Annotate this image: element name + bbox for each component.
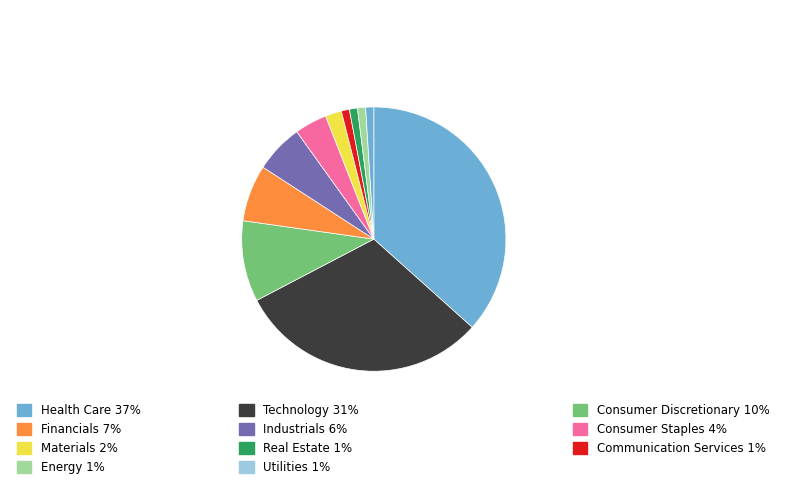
Text: Health Care is the Most Active Sector in the Last 12 Months: Health Care is the Most Active Sector in… bbox=[65, 28, 722, 46]
Wedge shape bbox=[349, 108, 374, 239]
Wedge shape bbox=[357, 107, 374, 239]
Wedge shape bbox=[257, 239, 472, 371]
Legend: Consumer Discretionary 10%, Consumer Staples 4%, Communication Services 1%: Consumer Discretionary 10%, Consumer Sta… bbox=[570, 400, 773, 458]
Wedge shape bbox=[242, 221, 374, 300]
Wedge shape bbox=[297, 116, 374, 239]
Wedge shape bbox=[243, 167, 374, 239]
Wedge shape bbox=[366, 107, 374, 239]
Wedge shape bbox=[374, 107, 506, 327]
Wedge shape bbox=[342, 109, 374, 239]
Wedge shape bbox=[326, 111, 374, 239]
Wedge shape bbox=[263, 132, 374, 239]
